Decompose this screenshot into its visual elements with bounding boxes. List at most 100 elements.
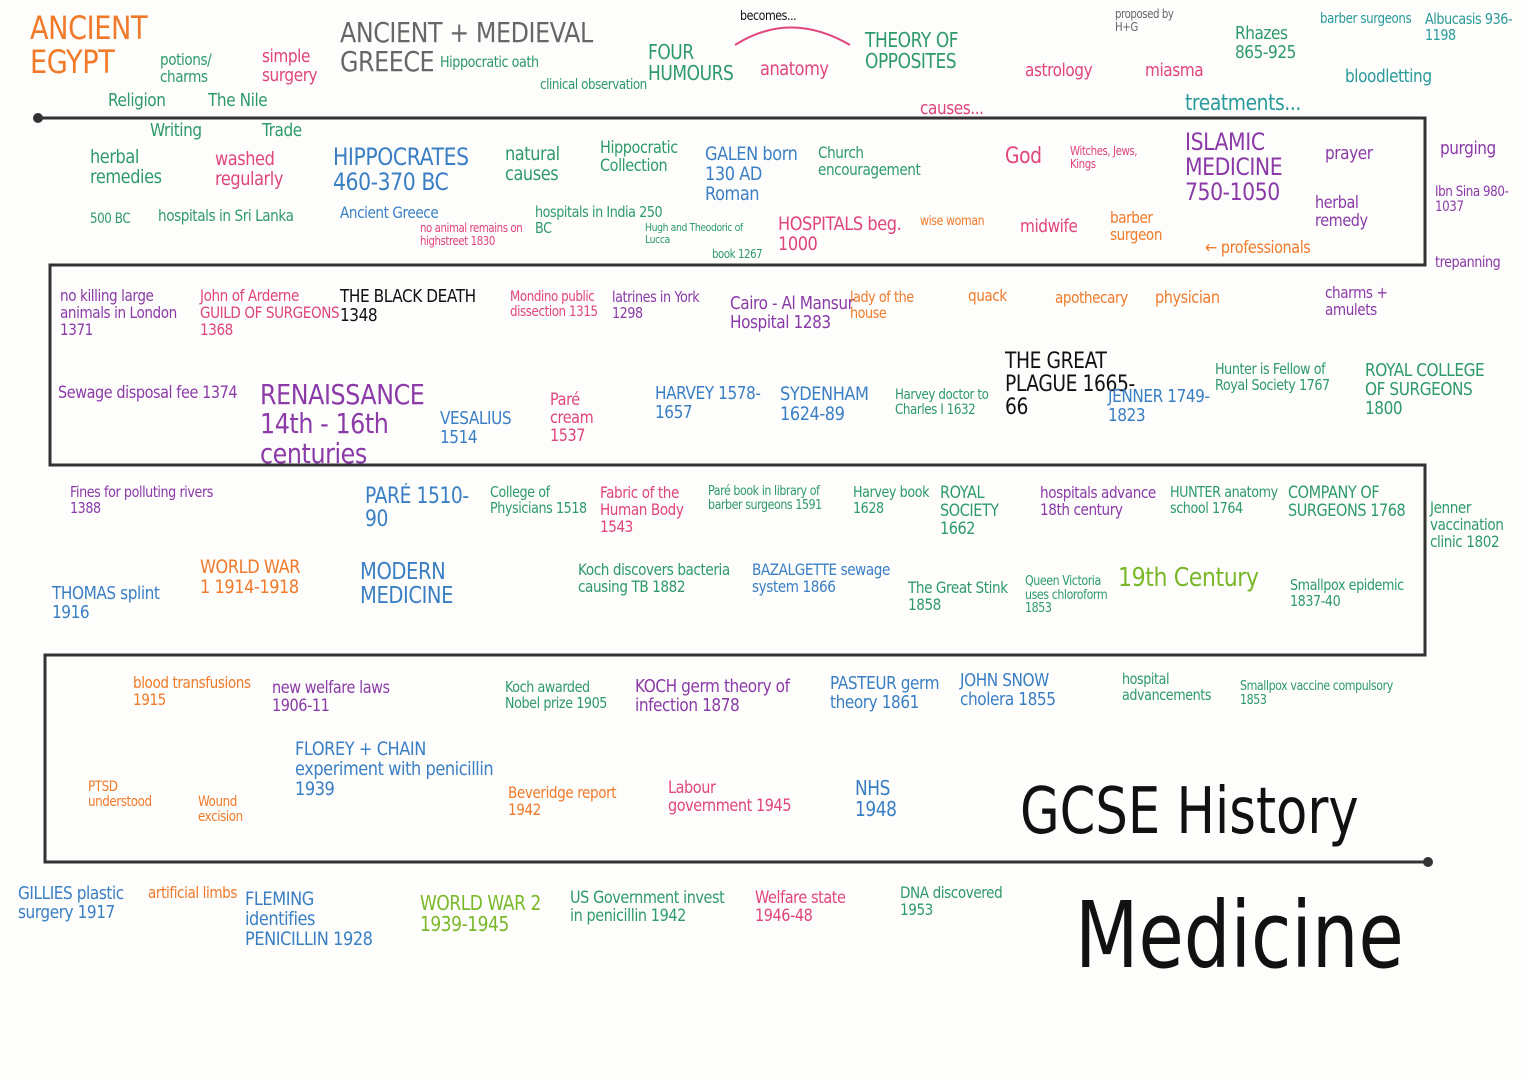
timeline-note: HARVEY 1578-1657 — [655, 383, 761, 423]
timeline-note: wise woman — [920, 214, 985, 229]
timeline-note: proposed by H+G — [1115, 7, 1174, 34]
timeline-note: hospital advancements — [1122, 670, 1212, 704]
timeline-note: Queen Victoria uses chloroform 1853 — [1025, 574, 1108, 617]
timeline-note: trepanning — [1435, 253, 1501, 271]
timeline-note: BAZALGETTE sewage system 1866 — [752, 560, 890, 596]
timeline-note: bloodletting — [1345, 66, 1432, 87]
timeline-note: barber surgeons — [1320, 11, 1412, 27]
timeline-note: Labour government 1945 — [668, 778, 792, 816]
timeline-note: US Government invest in penicillin 1942 — [570, 888, 725, 926]
timeline-note: Writing — [150, 120, 202, 141]
timeline-note: Hippocratic Collection — [600, 138, 678, 176]
timeline-note: DNA discovered 1953 — [900, 883, 1003, 919]
timeline-note: PTSD understood — [88, 779, 152, 810]
timeline-note: Harvey doctor to Charles I 1632 — [895, 387, 989, 418]
timeline-note: College of Physicians 1518 — [490, 483, 587, 517]
timeline-note: causes... — [920, 98, 984, 119]
timeline-note: KOCH germ theory of infection 1878 — [635, 676, 790, 716]
timeline-note: herbal remedies — [90, 146, 162, 188]
timeline-note: 19th Century — [1118, 563, 1259, 593]
timeline-note: HUNTER anatomy school 1764 — [1170, 483, 1278, 517]
timeline-note: FOUR HUMOURS — [648, 40, 734, 85]
timeline-note: JOHN SNOW cholera 1855 — [960, 670, 1056, 710]
timeline-note: Albucasis 936-1198 — [1425, 10, 1513, 44]
timeline-note: ANCIENT EGYPT — [30, 9, 148, 81]
timeline-note: lady of the house — [850, 288, 914, 322]
timeline-note: Hugh and Theodoric of Lucca — [645, 221, 743, 246]
timeline-note: Hunter is Fellow of Royal Society 1767 — [1215, 360, 1330, 394]
timeline-note: THOMAS splint 1916 — [52, 583, 160, 623]
timeline-note: Paré cream 1537 — [550, 390, 594, 446]
timeline-note: anatomy — [760, 58, 829, 80]
timeline-note: ROYAL SOCIETY 1662 — [940, 483, 999, 539]
timeline-note: Smallpox vaccine compulsory 1853 — [1240, 679, 1393, 708]
timeline-note: miasma — [1145, 60, 1204, 81]
timeline-note: VESALIUS 1514 — [440, 408, 512, 448]
timeline-note: artificial limbs — [148, 883, 238, 902]
timeline-note: washed regularly — [215, 148, 283, 190]
timeline-note: HOSPITALS beg. 1000 — [778, 213, 902, 255]
timeline-note: latrines in York 1298 — [612, 288, 700, 322]
timeline-note: Fabric of the Human Body 1543 — [600, 483, 684, 536]
timeline-note: herbal remedy — [1315, 193, 1368, 231]
timeline-note: Welfare state 1946-48 — [755, 888, 846, 926]
timeline-note: Ancient Greece — [340, 203, 439, 222]
timeline-note: Hippocratic oath — [440, 53, 539, 71]
timeline-note: ROYAL COLLEGE OF SURGEONS 1800 — [1365, 360, 1485, 419]
timeline-note: NHS 1948 — [855, 776, 897, 821]
timeline-note: GILLIES plastic surgery 1917 — [18, 883, 124, 923]
timeline-note: John of Arderne GUILD OF SURGEONS 1368 — [200, 286, 340, 339]
timeline-note: COMPANY OF SURGEONS 1768 — [1288, 483, 1406, 521]
timeline-note: RENAISSANCE 14th - 16th centuries — [260, 378, 425, 470]
timeline-note: Paré book in library of barber surgeons … — [708, 484, 822, 513]
timeline-note: FLEMING identifies PENICILLIN 1928 — [245, 888, 373, 950]
timeline-note: midwife — [1020, 216, 1078, 237]
timeline-note: HIPPOCRATES 460-370 BC — [333, 143, 469, 197]
timeline-note: astrology — [1025, 60, 1093, 81]
timeline-note: God — [1005, 144, 1042, 169]
timeline-note: GALEN born 130 AD Roman — [705, 143, 798, 205]
timeline-note: simple surgery — [262, 46, 318, 86]
timeline-path — [38, 116, 1428, 864]
timeline-note: blood transfusions 1915 — [133, 673, 251, 709]
timeline-note: potions/ charms — [160, 50, 212, 86]
timeline-note: ANCIENT + MEDIEVAL GREECE — [340, 16, 593, 79]
timeline-note: 500 BC — [90, 211, 131, 227]
timeline-note: barber surgeon — [1110, 208, 1163, 244]
timeline-note: Wound excision — [198, 794, 243, 825]
timeline-note: charms + amulets — [1325, 283, 1388, 319]
arrow — [734, 26, 851, 46]
timeline-note: JENNER 1749-1823 — [1108, 386, 1210, 426]
timeline-note: Koch awarded Nobel prize 1905 — [505, 678, 607, 712]
timeline-note: SYDENHAM 1624-89 — [780, 383, 869, 425]
timeline-note: Ibn Sina 980-1037 — [1435, 184, 1509, 215]
timeline-note: The Nile — [208, 90, 268, 111]
timeline-note: Church encouragement — [818, 143, 921, 179]
timeline-note: Religion — [108, 90, 166, 111]
timeline-note: Fines for polluting rivers 1388 — [70, 483, 213, 517]
timeline-note: Witches, Jews, Kings — [1070, 144, 1138, 171]
timeline-note: no animal remains on highstreet 1830 — [420, 221, 523, 248]
title-line1: GCSE History — [1020, 775, 1359, 849]
timeline-note: Mondino public dissection 1315 — [510, 289, 598, 320]
timeline-note: Trade — [262, 120, 302, 141]
timeline-note: apothecary — [1055, 288, 1128, 307]
timeline-start — [33, 113, 43, 123]
timeline-note: WORLD WAR 1 1914-1918 — [200, 556, 301, 598]
timeline-note: The Great Stink 1858 — [908, 578, 1008, 614]
timeline-note: Cairo - Al Mansur Hospital 1283 — [730, 293, 854, 333]
timeline-note: becomes... — [740, 9, 797, 24]
timeline-note: WORLD WAR 2 1939-1945 — [420, 891, 541, 936]
timeline-note: clinical observation — [540, 77, 647, 93]
timeline-note: quack — [968, 286, 1007, 305]
timeline-note: natural causes — [505, 143, 560, 185]
timeline-note: treatments... — [1185, 91, 1301, 116]
timeline-note: PARÉ 1510-90 — [365, 484, 469, 533]
timeline-note: hospitals in Sri Lanka — [158, 206, 294, 225]
timeline-note: Smallpox epidemic 1837-40 — [1290, 576, 1404, 610]
timeline-note: Koch discovers bacteria causing TB 1882 — [578, 560, 730, 596]
timeline-note: Harvey book 1628 — [853, 483, 930, 517]
